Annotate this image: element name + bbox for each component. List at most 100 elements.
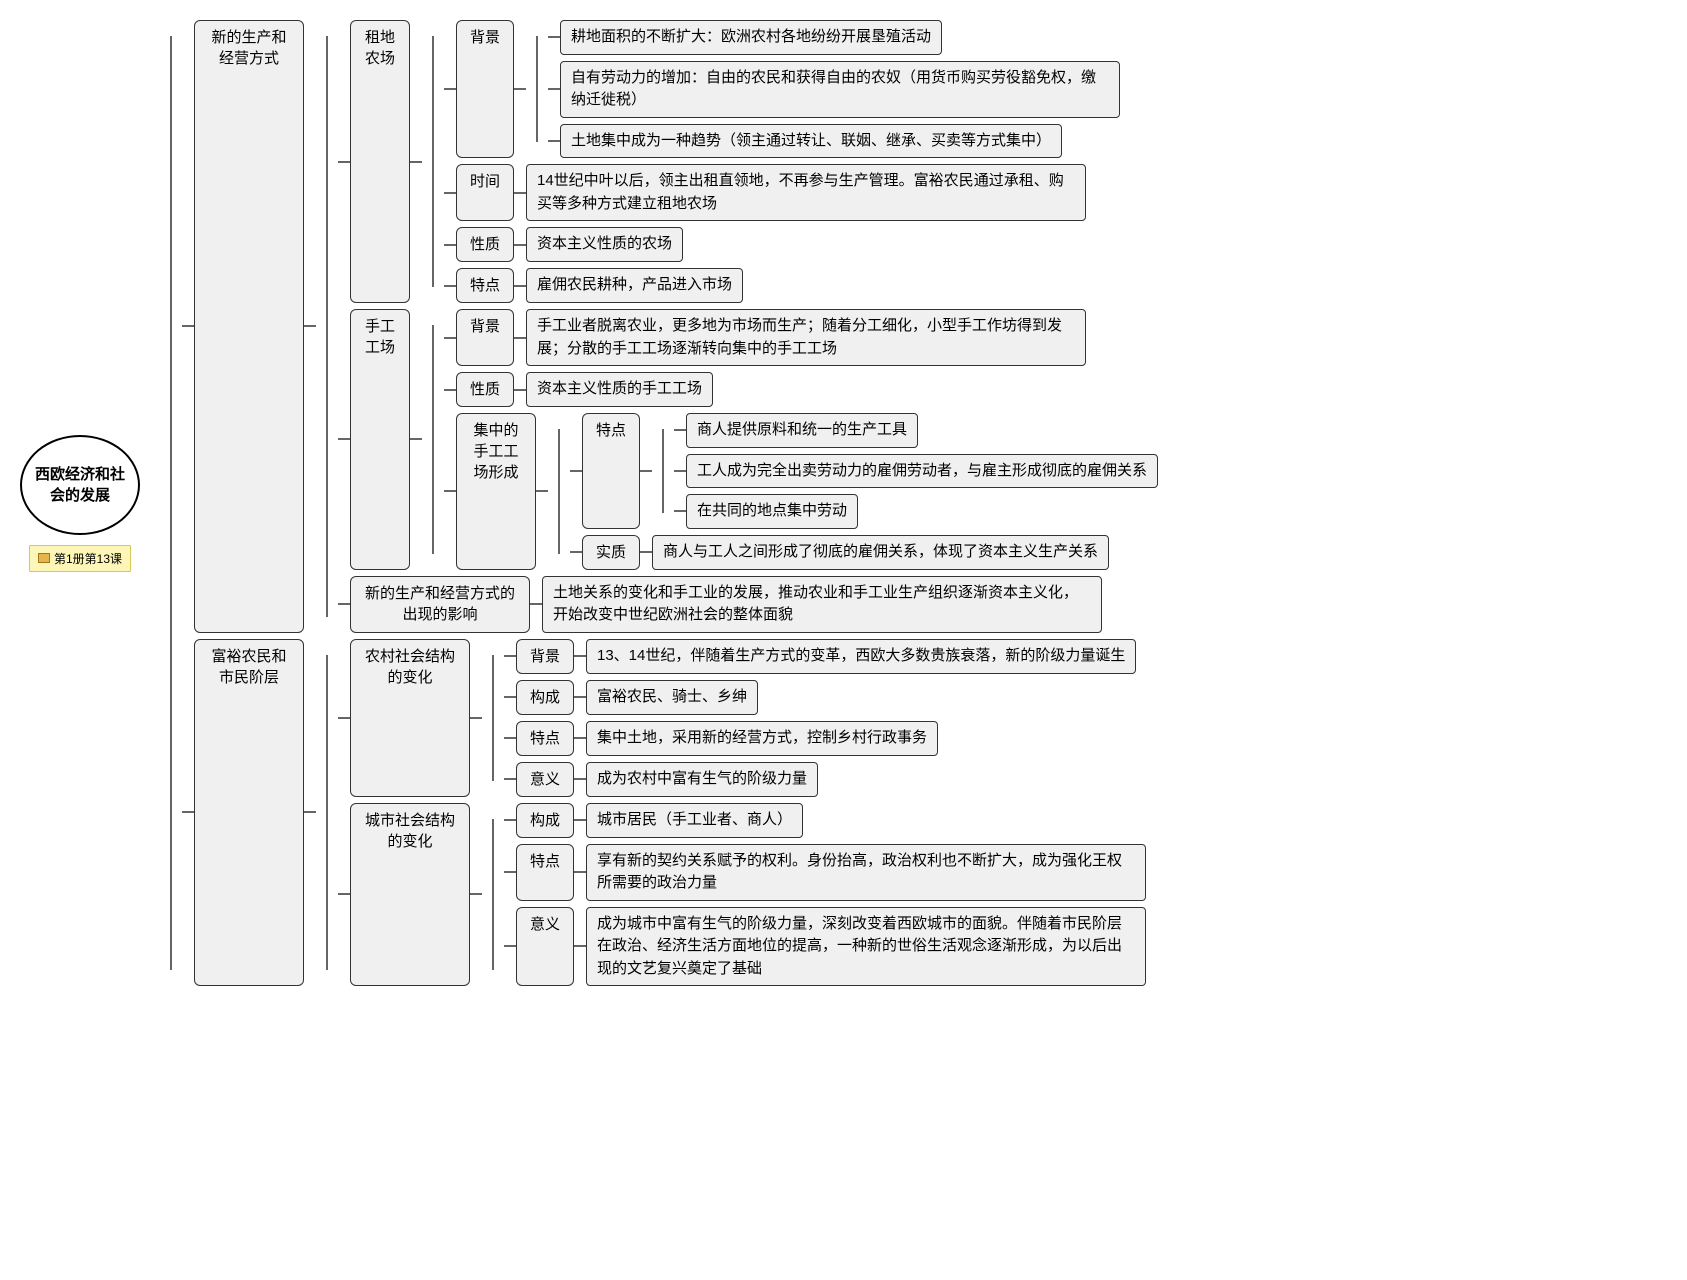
connector xyxy=(574,778,586,780)
label-nature[interactable]: 性质 xyxy=(456,372,514,407)
connector xyxy=(570,470,582,472)
node-urban-change[interactable]: 城市社会结构的变化 xyxy=(350,803,470,987)
connector xyxy=(504,737,516,739)
leaf[interactable]: 集中土地，采用新的经营方式，控制乡村行政事务 xyxy=(586,721,938,756)
connector xyxy=(548,140,560,142)
connector xyxy=(444,285,456,287)
feat-items: 商人提供原料和统一的生产工具 工人成为完全出卖劳动力的雇佣劳动者，与雇主形成彻底… xyxy=(674,413,1158,529)
connector xyxy=(304,325,316,327)
connector xyxy=(640,551,652,553)
connector xyxy=(574,737,586,739)
b1-children: 租地农场 背景 耕地面积的不断扩大：欧洲农村各地纷纷开展垦殖活动 自有劳动力的增… xyxy=(338,20,1158,633)
connector xyxy=(514,337,526,339)
connector xyxy=(514,285,526,287)
leaf[interactable]: 享有新的契约关系赋予的权利。身份抬高，政治权利也不断扩大，成为强化王权所需要的政… xyxy=(586,844,1146,901)
label-background[interactable]: 背景 xyxy=(456,20,514,158)
connector xyxy=(444,389,456,391)
connector xyxy=(338,893,350,895)
connector xyxy=(338,603,350,605)
label-time[interactable]: 时间 xyxy=(456,164,514,221)
leaf[interactable]: 在共同的地点集中劳动 xyxy=(686,494,858,529)
connector xyxy=(674,429,686,431)
b2-children: 农村社会结构的变化 背景 13、14世纪，伴随着生产方式的变革，西欧大多数贵族衰落… xyxy=(338,639,1146,987)
connector xyxy=(338,438,350,440)
label-composition[interactable]: 构成 xyxy=(516,803,574,838)
connector xyxy=(504,819,516,821)
connector xyxy=(444,337,456,339)
connector xyxy=(536,490,548,492)
connector xyxy=(410,438,422,440)
node-workshop[interactable]: 手工工场 xyxy=(350,309,410,570)
leaf[interactable]: 资本主义性质的手工工场 xyxy=(526,372,713,407)
leaf[interactable]: 雇佣农民耕种，产品进入市场 xyxy=(526,268,743,303)
label-feature[interactable]: 特点 xyxy=(456,268,514,303)
leaf[interactable]: 13、14世纪，伴随着生产方式的变革，西欧大多数贵族衰落，新的阶级力量诞生 xyxy=(586,639,1136,674)
label-nature[interactable]: 性质 xyxy=(456,227,514,262)
connector xyxy=(514,244,526,246)
leaf[interactable]: 成为城市中富有生气的阶级力量，深刻改变着西欧城市的面貌。伴随着市民阶层在政治、经… xyxy=(586,907,1146,987)
bg-items: 耕地面积的不断扩大：欧洲农村各地纷纷开展垦殖活动 自有劳动力的增加：自由的农民和… xyxy=(548,20,1120,158)
connector xyxy=(304,811,316,813)
row-concentrated: 集中的手工工场形成 特点 商人提供原料和统一的生产工具 工人成为完全出卖劳动 xyxy=(444,413,1158,570)
root-node[interactable]: 西欧经济和社会的发展 xyxy=(20,435,140,535)
branch-2: 富裕农民和市民阶层 农村社会结构的变化 背景 13、14世纪，伴随着生产方式的变革… xyxy=(182,639,1158,987)
leaf[interactable]: 土地关系的变化和手工业的发展，推动农业和手工业生产组织逐渐资本主义化，开始改变中… xyxy=(542,576,1102,633)
tag-icon xyxy=(38,553,50,563)
leaf[interactable]: 14世纪中叶以后，领主出租直领地，不再参与生产管理。富裕农民通过承租、购买等多种… xyxy=(526,164,1086,221)
connector xyxy=(514,389,526,391)
tag-label: 第1册第13课 xyxy=(54,550,122,567)
rural-children: 背景13、14世纪，伴随着生产方式的变革，西欧大多数贵族衰落，新的阶级力量诞生 … xyxy=(504,639,1136,797)
node-impact[interactable]: 新的生产和经营方式的出现的影响 xyxy=(350,576,530,633)
node-rural-change[interactable]: 农村社会结构的变化 xyxy=(350,639,470,797)
rent-farm-children: 背景 耕地面积的不断扩大：欧洲农村各地纷纷开展垦殖活动 自有劳动力的增加：自由的… xyxy=(444,20,1120,303)
label-essence[interactable]: 实质 xyxy=(582,535,640,570)
connector xyxy=(410,161,422,163)
leaf[interactable]: 成为农村中富有生气的阶级力量 xyxy=(586,762,818,797)
connector xyxy=(640,470,652,472)
lesson-tag[interactable]: 第1册第13课 xyxy=(29,545,131,572)
connector xyxy=(570,551,582,553)
connector xyxy=(674,470,686,472)
connector xyxy=(514,192,526,194)
row-feat: 特点 雇佣农民耕种，产品进入市场 xyxy=(444,268,1120,303)
branch-urban: 城市社会结构的变化 构成城市居民（手工业者、商人） 特点享有新的契约关系赋予的权… xyxy=(338,803,1146,987)
label-composition[interactable]: 构成 xyxy=(516,680,574,715)
label-background[interactable]: 背景 xyxy=(516,639,574,674)
branch-rent-farm: 租地农场 背景 耕地面积的不断扩大：欧洲农村各地纷纷开展垦殖活动 自有劳动力的增… xyxy=(338,20,1158,303)
connector xyxy=(444,88,456,90)
label-background[interactable]: 背景 xyxy=(456,309,514,366)
connector xyxy=(504,696,516,698)
label-meaning[interactable]: 意义 xyxy=(516,907,574,987)
label-meaning[interactable]: 意义 xyxy=(516,762,574,797)
leaf[interactable]: 资本主义性质的农场 xyxy=(526,227,683,262)
leaf[interactable]: 土地集中成为一种趋势（领主通过转让、联姻、继承、买卖等方式集中） xyxy=(560,124,1062,159)
connector xyxy=(470,893,482,895)
leaf[interactable]: 商人提供原料和统一的生产工具 xyxy=(686,413,918,448)
leaf[interactable]: 耕地面积的不断扩大：欧洲农村各地纷纷开展垦殖活动 xyxy=(560,20,942,55)
connector xyxy=(548,36,560,38)
connector xyxy=(338,161,350,163)
node-production-mode[interactable]: 新的生产和经营方式 xyxy=(194,20,304,633)
node-farmers-citizens[interactable]: 富裕农民和市民阶层 xyxy=(194,639,304,987)
leaf[interactable]: 商人与工人之间形成了彻底的雇佣关系，体现了资本主义生产关系 xyxy=(652,535,1109,570)
label-feature[interactable]: 特点 xyxy=(582,413,640,529)
leaf[interactable]: 工人成为完全出卖劳动力的雇佣劳动者，与雇主形成彻底的雇佣关系 xyxy=(686,454,1158,489)
leaf[interactable]: 手工业者脱离农业，更多地为市场而生产；随着分工细化，小型手工作坊得到发展；分散的… xyxy=(526,309,1086,366)
branch-impact: 新的生产和经营方式的出现的影响 土地关系的变化和手工业的发展，推动农业和手工业生… xyxy=(338,576,1158,633)
node-rent-farm[interactable]: 租地农场 xyxy=(350,20,410,303)
leaf[interactable]: 自有劳动力的增加：自由的农民和获得自由的农奴（用货币购买劳役豁免权，缴纳迁徙税） xyxy=(560,61,1120,118)
connector xyxy=(530,603,542,605)
connector xyxy=(444,244,456,246)
leaf[interactable]: 富裕农民、骑士、乡绅 xyxy=(586,680,758,715)
workshop-children: 背景 手工业者脱离农业，更多地为市场而生产；随着分工细化，小型手工作坊得到发展；… xyxy=(444,309,1158,570)
connector xyxy=(674,510,686,512)
mindmap-root: 西欧经济和社会的发展 第1册第13课 新的生产和经营方式 租地农场 xyxy=(20,20,1667,986)
label-feature[interactable]: 特点 xyxy=(516,844,574,901)
label-concentrated[interactable]: 集中的手工工场形成 xyxy=(456,413,536,570)
connector xyxy=(182,811,194,813)
label-feature[interactable]: 特点 xyxy=(516,721,574,756)
row-time: 时间 14世纪中叶以后，领主出租直领地，不再参与生产管理。富裕农民通过承租、购买… xyxy=(444,164,1120,221)
branch-rural: 农村社会结构的变化 背景 13、14世纪，伴随着生产方式的变革，西欧大多数贵族衰落… xyxy=(338,639,1146,797)
leaf[interactable]: 城市居民（手工业者、商人） xyxy=(586,803,803,838)
connector xyxy=(182,325,194,327)
